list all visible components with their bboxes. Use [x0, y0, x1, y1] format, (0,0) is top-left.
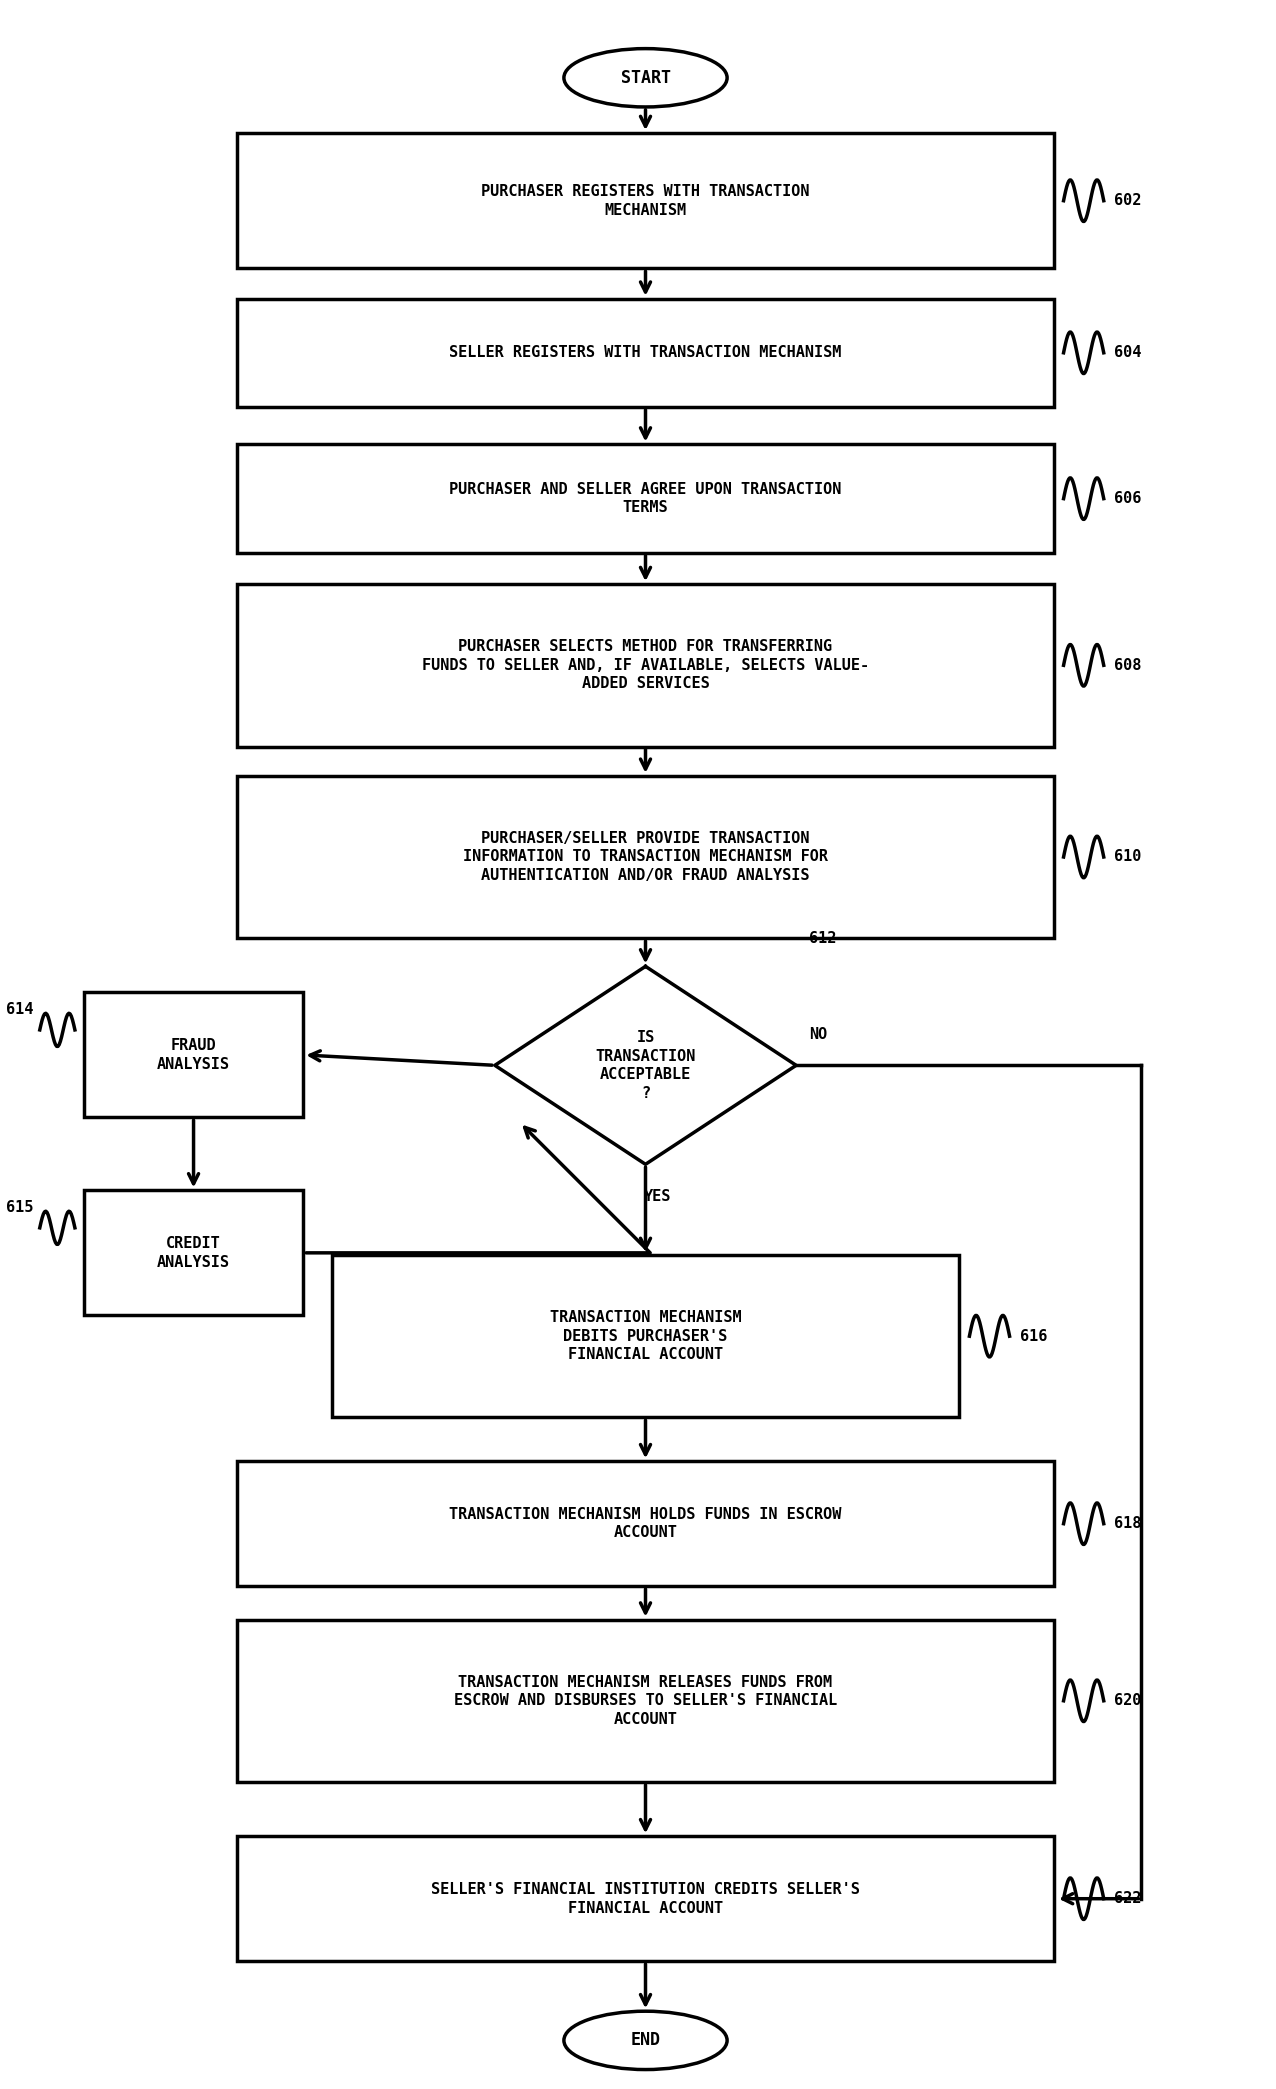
- Text: TRANSACTION MECHANISM
DEBITS PURCHASER'S
FINANCIAL ACCOUNT: TRANSACTION MECHANISM DEBITS PURCHASER'S…: [550, 1310, 741, 1362]
- FancyBboxPatch shape: [237, 1619, 1054, 1782]
- Text: TRANSACTION MECHANISM RELEASES FUNDS FROM
ESCROW AND DISBURSES TO SELLER'S FINAN: TRANSACTION MECHANISM RELEASES FUNDS FRO…: [454, 1675, 837, 1728]
- Text: 622: 622: [1114, 1891, 1141, 1905]
- FancyBboxPatch shape: [237, 445, 1054, 554]
- Ellipse shape: [564, 2012, 727, 2070]
- Text: SELLER'S FINANCIAL INSTITUTION CREDITS SELLER'S
FINANCIAL ACCOUNT: SELLER'S FINANCIAL INSTITUTION CREDITS S…: [431, 1882, 860, 1916]
- FancyBboxPatch shape: [237, 585, 1054, 746]
- FancyBboxPatch shape: [84, 1191, 304, 1316]
- Text: 618: 618: [1114, 1517, 1141, 1531]
- Text: 614: 614: [6, 1001, 33, 1017]
- Ellipse shape: [564, 48, 727, 107]
- Text: PURCHASER AND SELLER AGREE UPON TRANSACTION
TERMS: PURCHASER AND SELLER AGREE UPON TRANSACT…: [449, 483, 842, 516]
- Text: 606: 606: [1114, 491, 1141, 506]
- Text: TRANSACTION MECHANISM HOLDS FUNDS IN ESCROW
ACCOUNT: TRANSACTION MECHANISM HOLDS FUNDS IN ESC…: [449, 1506, 842, 1540]
- Text: SELLER REGISTERS WITH TRANSACTION MECHANISM: SELLER REGISTERS WITH TRANSACTION MECHAN…: [449, 345, 842, 359]
- Text: PURCHASER SELECTS METHOD FOR TRANSFERRING
FUNDS TO SELLER AND, IF AVAILABLE, SEL: PURCHASER SELECTS METHOD FOR TRANSFERRIN…: [422, 639, 869, 691]
- Text: 610: 610: [1114, 850, 1141, 865]
- Text: END: END: [630, 2031, 661, 2049]
- Text: IS
TRANSACTION
ACCEPTABLE
?: IS TRANSACTION ACCEPTABLE ?: [596, 1030, 695, 1101]
- Text: PURCHASER REGISTERS WITH TRANSACTION
MECHANISM: PURCHASER REGISTERS WITH TRANSACTION MEC…: [481, 184, 810, 217]
- FancyBboxPatch shape: [237, 775, 1054, 938]
- FancyBboxPatch shape: [84, 992, 304, 1118]
- Text: YES: YES: [644, 1189, 671, 1203]
- FancyBboxPatch shape: [237, 299, 1054, 407]
- Text: 615: 615: [6, 1199, 33, 1214]
- Text: CREDIT
ANALYSIS: CREDIT ANALYSIS: [157, 1237, 230, 1270]
- Polygon shape: [495, 967, 796, 1164]
- FancyBboxPatch shape: [332, 1255, 960, 1418]
- Text: 602: 602: [1114, 192, 1141, 209]
- Text: PURCHASER/SELLER PROVIDE TRANSACTION
INFORMATION TO TRANSACTION MECHANISM FOR
AU: PURCHASER/SELLER PROVIDE TRANSACTION INF…: [463, 831, 828, 884]
- Text: START: START: [620, 69, 670, 88]
- Text: FRAUD
ANALYSIS: FRAUD ANALYSIS: [157, 1038, 230, 1072]
- Text: 608: 608: [1114, 658, 1141, 673]
- Text: 616: 616: [1020, 1329, 1048, 1343]
- Text: 612: 612: [809, 930, 836, 946]
- Text: 620: 620: [1114, 1694, 1141, 1709]
- Text: 604: 604: [1114, 345, 1141, 359]
- FancyBboxPatch shape: [237, 1836, 1054, 1962]
- Text: NO: NO: [809, 1026, 827, 1042]
- FancyBboxPatch shape: [237, 1460, 1054, 1586]
- FancyBboxPatch shape: [237, 134, 1054, 267]
